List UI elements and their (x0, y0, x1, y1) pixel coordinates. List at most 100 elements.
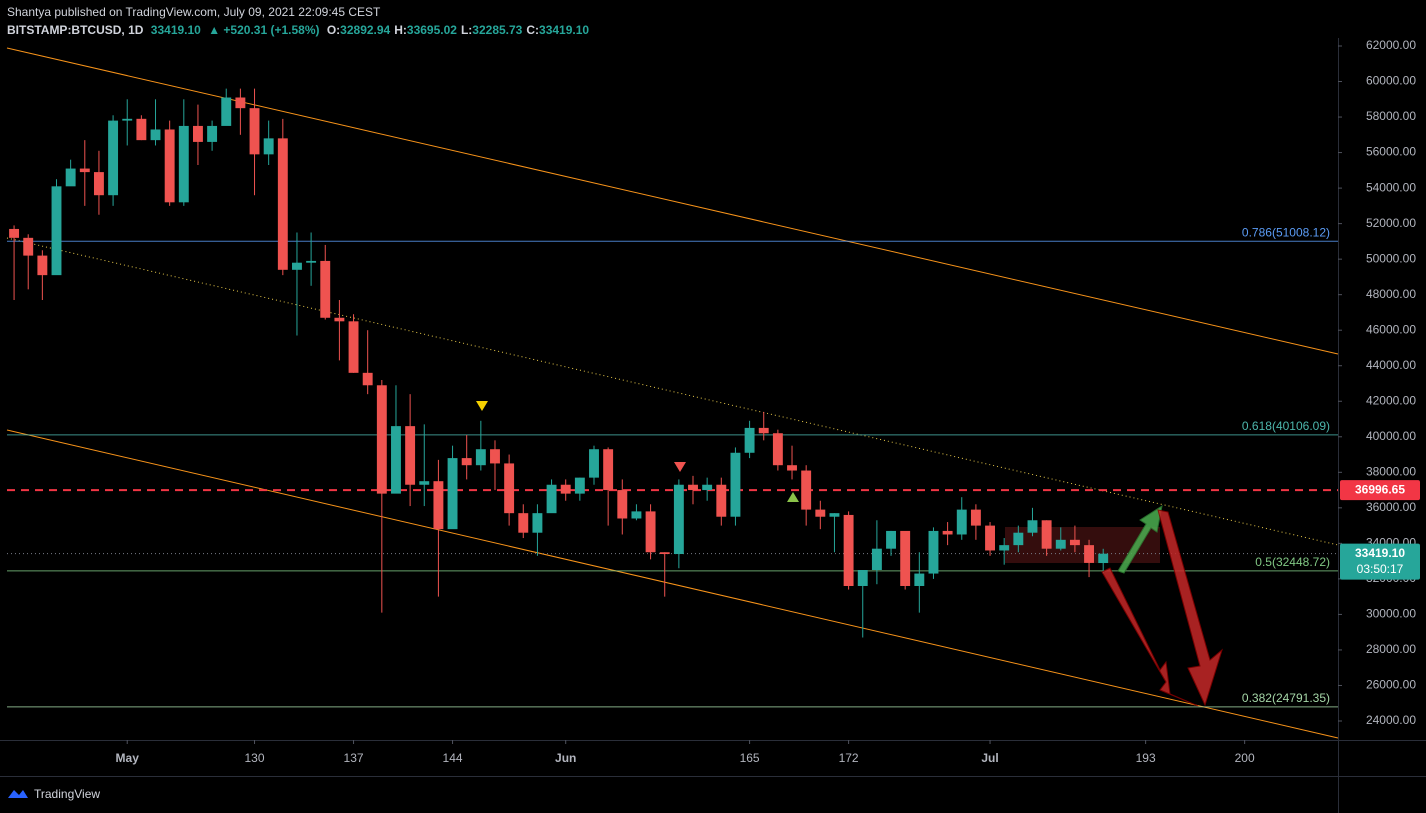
candle-body (574, 477, 585, 494)
channel-lower (6, 429, 1339, 739)
candle-body (79, 168, 90, 173)
last: 33419.10 (150, 23, 201, 37)
marker-up (787, 492, 799, 502)
candle-body (150, 129, 161, 141)
candle-body (348, 321, 359, 373)
ohlc-label: L: (460, 23, 473, 37)
x-tick-label: 165 (740, 751, 760, 765)
candle-body (928, 530, 939, 574)
candle-body (1055, 539, 1066, 549)
candle-body (589, 449, 599, 478)
candle-body (108, 120, 119, 196)
candle-body (518, 513, 529, 533)
candle-body (292, 262, 302, 270)
ohlc-label: O: (326, 23, 341, 37)
candle-body (857, 570, 868, 586)
y-tick-label: 38000.00 (1366, 464, 1416, 478)
candle-body (320, 260, 331, 318)
logo (8, 790, 28, 798)
y-tick-label: 60000.00 (1366, 74, 1416, 88)
y-tick-label: 24000.00 (1366, 713, 1416, 727)
candle-body (178, 125, 189, 203)
candle-body (631, 511, 642, 519)
candle-body (122, 118, 133, 121)
x-tick-label: 172 (839, 751, 859, 765)
candle-body (419, 481, 430, 485)
y-tick-label: 42000.00 (1366, 393, 1416, 407)
candle-body (235, 97, 246, 109)
candle-body (787, 465, 797, 471)
candle-body (1069, 539, 1080, 546)
candle-body (362, 372, 373, 386)
x-tick-label: 193 (1136, 751, 1156, 765)
candle-body (999, 545, 1010, 551)
fib-label: 0.382(24791.35) (1242, 691, 1330, 705)
ohlc-value: 32892.94 (340, 23, 391, 37)
candle-body (801, 470, 812, 510)
ohlc-value: 32285.73 (472, 23, 523, 37)
candle-body (9, 228, 20, 238)
y-tick-label: 56000.00 (1366, 145, 1416, 159)
candle-body (405, 426, 416, 485)
candle-body (193, 125, 203, 142)
candle-body (914, 573, 925, 586)
candle-body (1098, 553, 1109, 564)
candle-body (263, 138, 274, 155)
ohlc-value: 33419.10 (539, 23, 590, 37)
last-price-box (1340, 543, 1420, 580)
candle-body (51, 186, 62, 276)
candle-body (249, 108, 260, 155)
y-tick-label: 28000.00 (1366, 642, 1416, 656)
candle-body (207, 125, 218, 142)
ohlc-label: C: (526, 23, 540, 37)
last-price-label: 33419.10 (1355, 546, 1405, 560)
candle-body (1013, 532, 1024, 546)
candle-body (659, 552, 670, 555)
resistance-label: 36996.65 (1355, 482, 1405, 496)
marker-down (674, 462, 686, 472)
change: ▲ +520.31 (+1.58%) (208, 23, 320, 37)
candle-body (37, 255, 48, 276)
y-tick-label: 52000.00 (1366, 216, 1416, 230)
x-tick-label: May (116, 751, 140, 765)
y-tick-label: 58000.00 (1366, 109, 1416, 123)
candle-body (1027, 520, 1038, 533)
y-tick-label: 50000.00 (1366, 251, 1416, 265)
annotations (476, 401, 1223, 707)
candle-body (475, 449, 486, 466)
candle-body (815, 509, 826, 517)
candle-body (645, 511, 656, 553)
candle-body (504, 463, 515, 514)
candle-body (603, 449, 614, 491)
candle-body (900, 530, 911, 586)
x-tick-label: 130 (245, 751, 265, 765)
candle-body (461, 458, 472, 466)
arrow-up (1117, 504, 1163, 574)
candles (9, 88, 1109, 638)
candle-body (744, 427, 755, 453)
candle-body (546, 484, 557, 514)
y-tick-label: 26000.00 (1366, 678, 1416, 692)
candle-body (829, 513, 840, 517)
y-tick-label: 40000.00 (1366, 429, 1416, 443)
y-tick-label: 30000.00 (1366, 607, 1416, 621)
axes: 24000.0026000.0028000.0030000.0032000.00… (116, 38, 1420, 765)
candle-body (871, 548, 882, 571)
resistance-box (1340, 480, 1420, 501)
fib-label: 0.5(32448.72) (1255, 555, 1330, 569)
arrow-down (1101, 567, 1199, 707)
candle-body (1084, 545, 1095, 563)
levels: 0.786(51008.12) 0.618(40106.09) 0.5(32448.… (7, 225, 1338, 708)
ohlc-label: H: (394, 23, 407, 37)
candle-body (985, 525, 995, 551)
candle-body (490, 449, 500, 464)
candle-body (164, 129, 175, 203)
candle-body (93, 172, 104, 196)
candle-body (688, 484, 698, 491)
x-tick-label: 137 (344, 751, 364, 765)
candle-body (942, 530, 953, 535)
candle-body (702, 484, 713, 491)
candle-body (956, 509, 967, 535)
